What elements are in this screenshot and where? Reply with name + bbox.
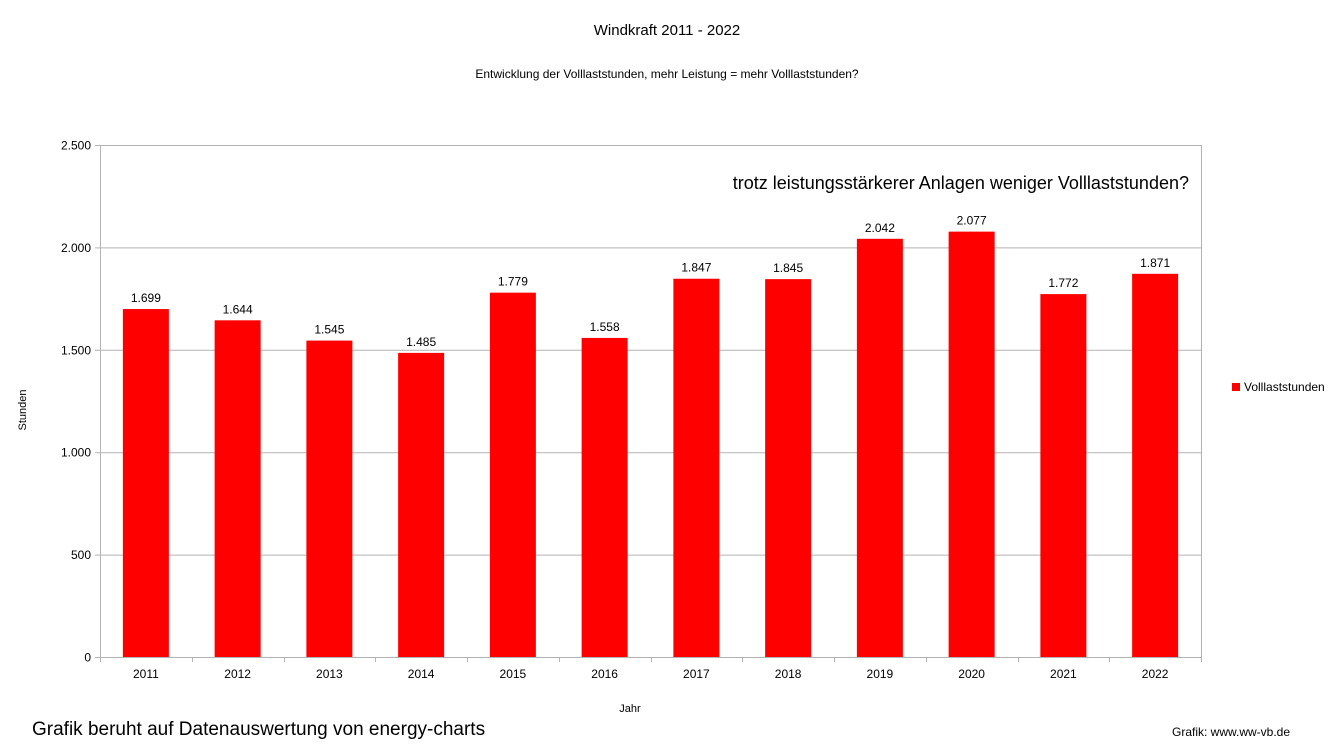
x-tick-label: 2022 (1142, 667, 1169, 681)
source-note: Grafik beruht auf Datenauswertung von en… (32, 719, 486, 740)
x-tick-label: 2019 (867, 667, 894, 681)
data-label: 1.699 (131, 291, 161, 305)
data-label: 2.077 (957, 214, 987, 228)
bar (398, 352, 445, 657)
bar (856, 238, 903, 657)
bar (122, 309, 169, 657)
credit-note: Grafik: www.ww-vb.de (1172, 725, 1291, 739)
bar (1132, 273, 1179, 657)
y-tick-label: 500 (71, 548, 91, 562)
x-tick-label: 2017 (683, 667, 710, 681)
data-label: 1.772 (1048, 276, 1078, 290)
bar (306, 340, 353, 657)
data-label: 1.845 (773, 261, 803, 275)
x-tick-label: 2014 (408, 667, 435, 681)
x-tick-label: 2018 (775, 667, 802, 681)
chart-subtitle: Entwicklung der Volllaststunden, mehr Le… (475, 67, 859, 81)
y-tick-label: 0 (84, 651, 91, 665)
data-label: 1.644 (223, 302, 253, 316)
legend: Volllaststunden (1232, 380, 1325, 394)
y-axis-label: Stunden (17, 390, 29, 431)
bar (948, 231, 995, 657)
y-tick-label: 1.500 (61, 343, 91, 357)
bar (673, 278, 720, 657)
x-tick-label: 2013 (316, 667, 343, 681)
data-label: 2.042 (865, 221, 895, 235)
data-label: 1.847 (681, 261, 711, 275)
bar (581, 337, 628, 657)
data-label: 1.485 (406, 335, 436, 349)
y-tick-label: 1.000 (61, 446, 91, 460)
y-tick-label: 2.000 (61, 241, 91, 255)
bar (765, 279, 812, 657)
data-label: 1.558 (590, 320, 620, 334)
data-label: 1.779 (498, 275, 528, 289)
data-label: 1.871 (1140, 256, 1170, 270)
x-axis-label: Jahr (619, 703, 641, 715)
annotation: trotz leistungsstärkerer Anlagen weniger… (733, 173, 1189, 193)
data-label: 1.545 (314, 323, 344, 337)
x-tick-label: 2020 (958, 667, 985, 681)
legend-label: Volllaststunden (1244, 380, 1325, 394)
bar (214, 320, 261, 657)
legend-swatch (1232, 383, 1240, 391)
y-tick-label: 2.500 (61, 139, 91, 153)
chart-title: Windkraft 2011 - 2022 (593, 22, 741, 39)
x-tick-label: 2012 (224, 667, 251, 681)
x-tick-label: 2015 (500, 667, 527, 681)
x-tick-label: 2011 (133, 667, 159, 681)
bar (489, 292, 536, 657)
x-tick-label: 2021 (1050, 667, 1077, 681)
x-tick-label: 2016 (591, 667, 618, 681)
bar (1040, 294, 1087, 657)
